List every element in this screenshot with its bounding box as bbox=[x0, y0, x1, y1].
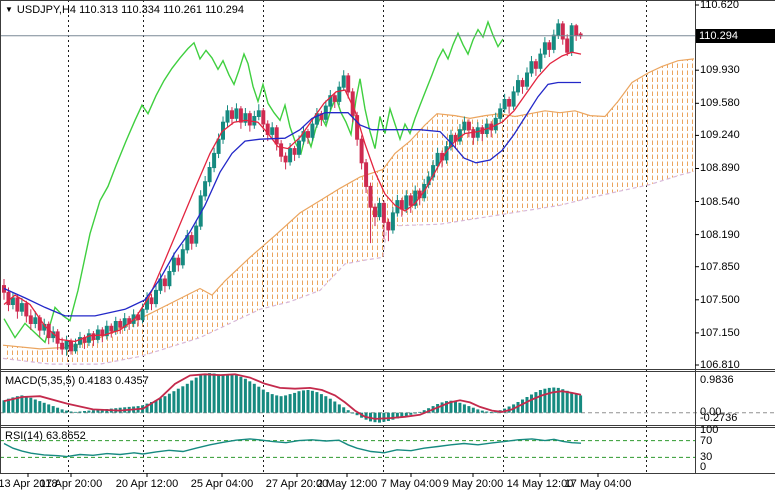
macd-panel bbox=[0, 373, 775, 423]
time-axis-label: 25 Apr 04:00 bbox=[190, 478, 254, 490]
ichimoku-cloud bbox=[2, 58, 695, 365]
time-axis-label: 7 May 04:00 bbox=[380, 478, 442, 490]
price-axis-label: 106.810 bbox=[700, 359, 740, 371]
macd-indicator-label: MACD(5,35,5) 0.4183 0.4357 bbox=[5, 375, 149, 387]
current-price-badge: 110.294 bbox=[696, 29, 775, 43]
tenkan-sen-line bbox=[3, 51, 582, 343]
time-axis-label: 17 Apr 20:00 bbox=[39, 478, 103, 490]
macd-axis-label: 0.9836 bbox=[700, 374, 734, 386]
macd-axis-label: 0.00 bbox=[700, 406, 722, 418]
price-axis-label: 107.500 bbox=[700, 294, 740, 306]
candlesticks bbox=[2, 19, 583, 356]
time-axis-label: 2 May 12:00 bbox=[316, 478, 378, 490]
rsi-panel bbox=[0, 438, 695, 458]
chart-title: ▼ USDJPY,H4 110.313 110.334 110.261 110.2… bbox=[5, 4, 244, 16]
price-axis-label: 107.850 bbox=[700, 261, 740, 273]
price-axis-label: 109.930 bbox=[700, 64, 740, 76]
price-axis-label: 108.540 bbox=[700, 196, 740, 208]
price-axis-label: 110.620 bbox=[700, 0, 739, 11]
rsi-axis-label: 0 bbox=[700, 461, 707, 473]
time-axis-label: 14 May 12:00 bbox=[506, 478, 574, 490]
panel-borders bbox=[0, 0, 775, 474]
time-axis-label: 20 Apr 12:00 bbox=[115, 478, 179, 490]
axis-ticks bbox=[27, 4, 699, 477]
price-axis-label: 108.190 bbox=[700, 229, 740, 241]
time-axis-label: 17 May 04:00 bbox=[564, 478, 632, 490]
time-axis-label: 9 May 20:00 bbox=[442, 478, 504, 490]
kijun-sen-line bbox=[3, 81, 581, 317]
price-axis-label: 107.150 bbox=[700, 327, 740, 339]
price-axis-label: 109.580 bbox=[700, 97, 740, 109]
chikou-span-line bbox=[3, 19, 504, 344]
macd-axis-label: -0.2736 bbox=[700, 412, 738, 424]
time-axis-label: 27 Apr 20:00 bbox=[265, 478, 329, 490]
rsi-axis-label: 100 bbox=[700, 424, 719, 436]
rsi-indicator-label: RSI(14) 63.8652 bbox=[5, 430, 86, 442]
symbol-dropdown-icon[interactable]: ▼ bbox=[5, 5, 13, 14]
time-axis-label: 13 Apr 2018 bbox=[0, 478, 58, 490]
symbol-ohlc-text: USDJPY,H4 110.313 110.334 110.261 110.29… bbox=[16, 4, 245, 16]
rsi-axis-label: 70 bbox=[700, 435, 713, 447]
price-axis-label: 109.240 bbox=[700, 129, 740, 141]
price-axis-label: 108.890 bbox=[700, 162, 740, 174]
rsi-axis-label: 30 bbox=[700, 451, 713, 463]
